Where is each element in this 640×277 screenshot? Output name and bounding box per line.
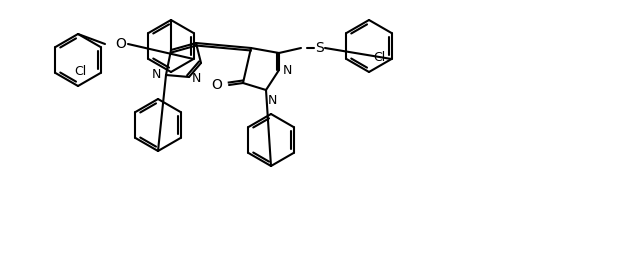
Text: S: S xyxy=(315,41,323,55)
Text: N: N xyxy=(192,73,202,86)
Text: N: N xyxy=(152,68,161,81)
Text: N: N xyxy=(283,63,292,76)
Text: N: N xyxy=(268,94,277,107)
Text: O: O xyxy=(211,78,222,92)
Text: O: O xyxy=(116,37,127,51)
Text: Cl: Cl xyxy=(74,65,86,78)
Text: Cl: Cl xyxy=(373,51,385,64)
